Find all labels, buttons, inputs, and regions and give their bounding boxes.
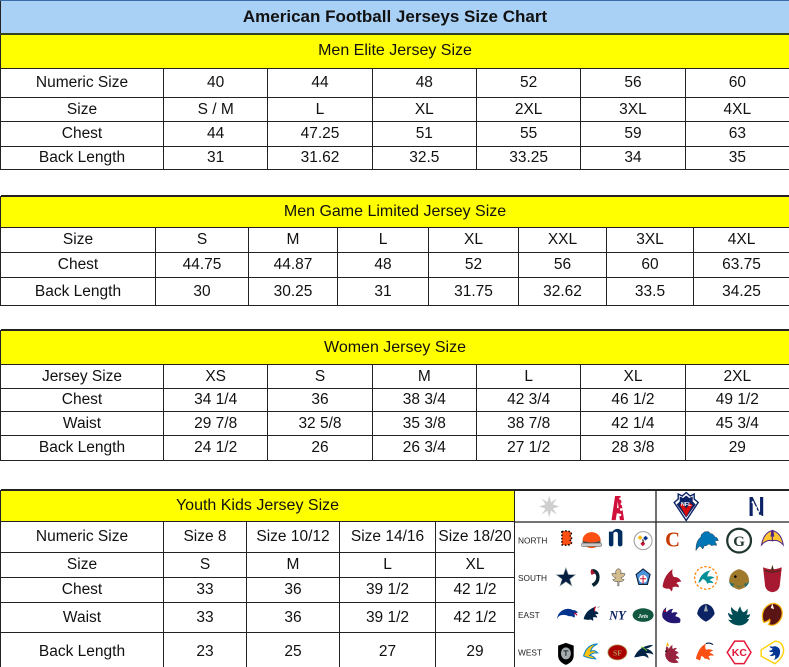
svg-text:G: G bbox=[733, 534, 745, 550]
svg-text:SOUTH: SOUTH bbox=[518, 573, 547, 583]
svg-text:NY: NY bbox=[608, 608, 627, 622]
svg-text:S: S bbox=[642, 539, 645, 544]
svg-text:C: C bbox=[665, 530, 680, 552]
svg-text:KC: KC bbox=[732, 647, 748, 659]
svg-text:NORTH: NORTH bbox=[518, 536, 547, 546]
svg-text:WEST: WEST bbox=[518, 647, 542, 657]
svg-text:Jets: Jets bbox=[637, 613, 649, 620]
svg-text:NFL: NFL bbox=[681, 502, 692, 508]
svg-text:SF: SF bbox=[613, 648, 622, 657]
svg-text:EAST: EAST bbox=[518, 610, 540, 620]
